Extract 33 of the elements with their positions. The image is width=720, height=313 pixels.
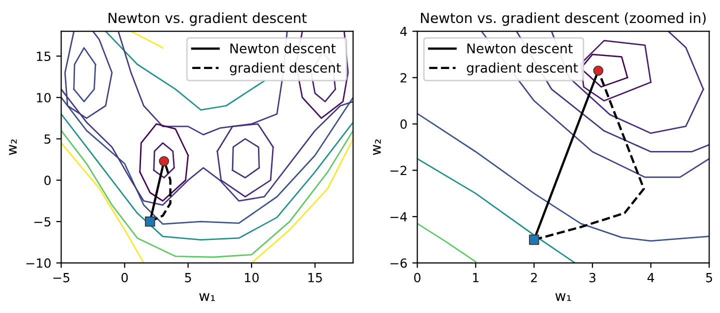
y-tick-label: −4 (390, 212, 407, 222)
legend-label: gradient descent (230, 62, 341, 76)
x-axis-title: w₁ (199, 293, 215, 301)
y-tick-label: −6 (390, 258, 407, 268)
x-tick-label: 0 (122, 272, 128, 282)
x-tick-label: 3 (589, 272, 596, 282)
y-tick-label: −10 (26, 258, 51, 268)
x-tick-label: 15 (308, 273, 322, 282)
y-tick-label: 0 (44, 176, 51, 186)
y-axis-title: w₂ (9, 140, 17, 155)
y-tick-label: 4 (400, 26, 407, 36)
x-axis-title: w₁ (555, 293, 571, 301)
legend-label: Newton descent (467, 43, 573, 54)
y-axis-title: w₂ (373, 140, 381, 155)
legend-label: Newton descent (230, 43, 336, 54)
y-tick-label: −2 (390, 166, 406, 176)
x-tick-label: 10 (244, 272, 259, 282)
x-tick-label: 2 (531, 272, 537, 282)
chart-title: Newton vs. gradient descent (108, 12, 307, 26)
y-tick-label: 0 (400, 119, 407, 129)
legend-label: gradient descent (466, 62, 578, 76)
y-tick-label: 5 (44, 134, 50, 144)
x-tick-label: 4 (647, 273, 654, 282)
x-tick-label: 5 (185, 273, 191, 282)
y-tick-label: 2 (400, 73, 406, 82)
chart-title: Newton vs. gradient descent (zoomed in) (421, 12, 706, 26)
y-tick-label: −5 (34, 217, 50, 226)
x-tick-label: −5 (53, 273, 70, 282)
y-tick-label: 15 (36, 52, 50, 62)
x-tick-label: 1 (473, 273, 479, 282)
x-tick-label: 0 (414, 272, 420, 282)
x-tick-label: 5 (706, 273, 712, 282)
y-tick-label: 10 (36, 92, 51, 102)
